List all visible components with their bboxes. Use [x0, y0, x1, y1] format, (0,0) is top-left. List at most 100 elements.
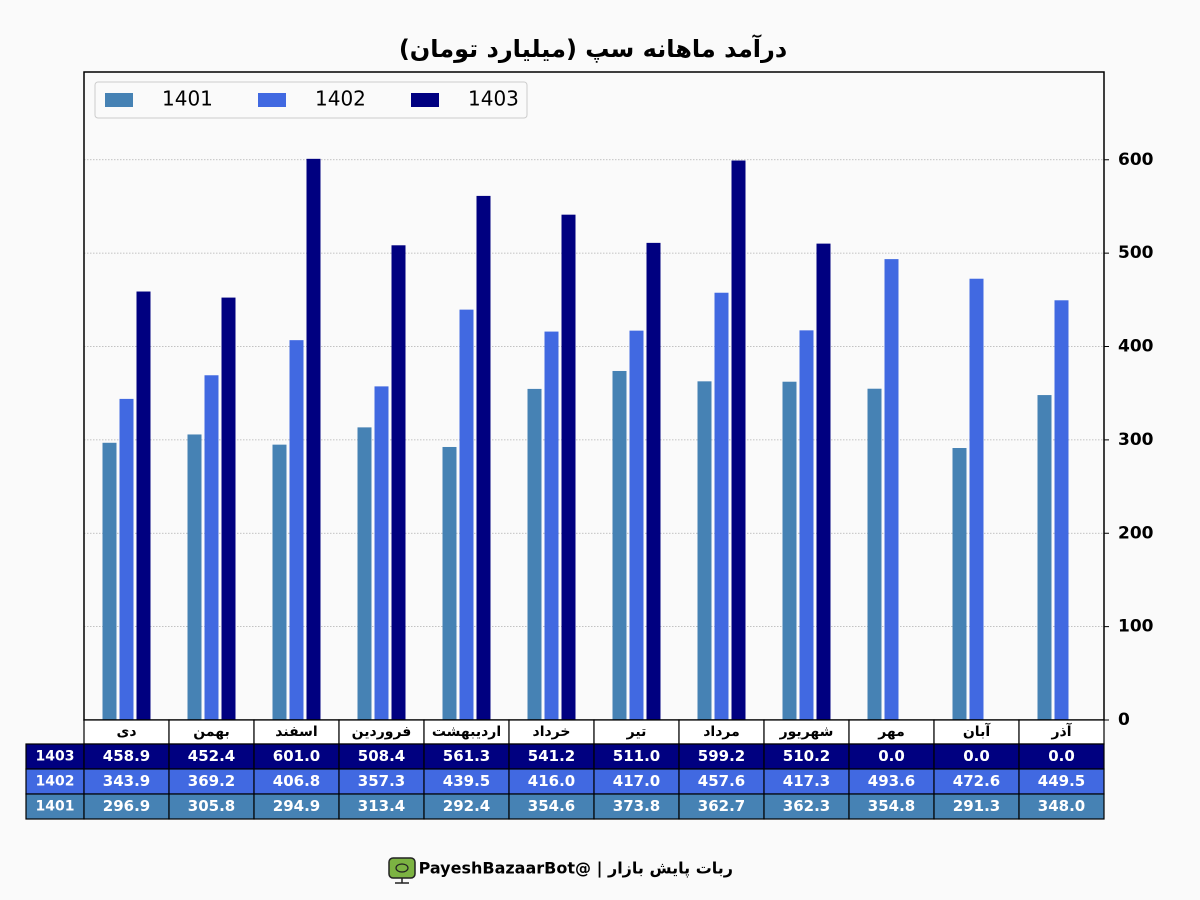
- table-cell: [933, 793, 1020, 820]
- table-cell: [338, 793, 425, 820]
- table-row-label-cell: [25, 768, 85, 795]
- table-value: 362.3: [783, 797, 830, 815]
- bar: [799, 330, 814, 720]
- table-value: 457.6: [698, 772, 745, 790]
- x-tick-label: شهریور: [779, 724, 834, 740]
- table-value: 511.0: [613, 747, 660, 765]
- table-cell: [83, 793, 170, 820]
- plot-area: [84, 72, 1104, 720]
- bar: [357, 427, 372, 720]
- table-value: 508.4: [358, 747, 405, 765]
- table-value: 493.6: [868, 772, 915, 790]
- bar: [714, 292, 729, 720]
- bar: [1037, 395, 1052, 720]
- bar: [561, 214, 576, 720]
- bar: [782, 381, 797, 720]
- legend-label: 1403: [468, 87, 519, 111]
- table-value: 510.2: [783, 747, 830, 765]
- y-tick-label: 600: [1118, 150, 1154, 170]
- x-tick-label: بهمن: [193, 724, 229, 740]
- table-cell: [678, 793, 765, 820]
- x-tick-label: اردیبهشت: [432, 724, 501, 740]
- bar: [204, 375, 219, 720]
- table-value: 305.8: [188, 797, 235, 815]
- x-tick-label: مرداد: [703, 724, 740, 740]
- bar: [459, 309, 474, 720]
- table-value: 343.9: [103, 772, 150, 790]
- table-value: 472.6: [953, 772, 1000, 790]
- x-tick-label: فروردین: [352, 724, 412, 740]
- table-value: 0.0: [1048, 747, 1075, 765]
- table-value: 417.3: [783, 772, 830, 790]
- table-cell: [423, 768, 510, 795]
- table-cell: [848, 743, 935, 770]
- table-row-label: 1402: [36, 774, 75, 790]
- table-cell: [168, 743, 255, 770]
- legend: [94, 81, 528, 119]
- table-value: 406.8: [273, 772, 320, 790]
- table-header-cell: [253, 719, 340, 745]
- bar: [867, 388, 882, 720]
- y-tick-label: 400: [1118, 337, 1154, 357]
- y-tick-label: 100: [1118, 617, 1154, 637]
- bar: [102, 442, 117, 720]
- bar: [646, 242, 661, 721]
- legend-label: 1402: [315, 87, 366, 111]
- bar: [612, 370, 627, 720]
- bar: [442, 446, 457, 720]
- table-value: 458.9: [103, 747, 150, 765]
- table-value: 296.9: [103, 797, 150, 815]
- table-header-cell: [83, 719, 170, 745]
- footer-icon: [388, 857, 416, 884]
- bar: [221, 297, 236, 720]
- bar: [952, 448, 967, 720]
- bar: [1054, 300, 1069, 720]
- table-value: 362.7: [698, 797, 745, 815]
- table-row-label: 1401: [36, 799, 75, 815]
- bar: [697, 381, 712, 720]
- table-value: 0.0: [963, 747, 990, 765]
- x-tick-label: آذر: [1050, 722, 1072, 740]
- table-value: 357.3: [358, 772, 405, 790]
- bar: [187, 434, 202, 720]
- table-cell: [678, 743, 765, 770]
- bar: [136, 291, 151, 720]
- table-cell: [168, 793, 255, 820]
- table-cell: [848, 768, 935, 795]
- x-tick-label: دی: [116, 724, 136, 740]
- bar: [272, 444, 287, 720]
- bar: [119, 398, 134, 720]
- table-cell: [508, 743, 595, 770]
- x-tick-label: تیر: [626, 724, 647, 740]
- y-tick-label: 500: [1118, 243, 1154, 263]
- table-value: 354.8: [868, 797, 915, 815]
- table-value: 313.4: [358, 797, 405, 815]
- table-cell: [508, 793, 595, 820]
- x-tick-label: خرداد: [533, 724, 571, 740]
- bar: [306, 158, 321, 720]
- footer: ربات پایش بازار | @PayeshBazaarBot: [419, 859, 733, 879]
- table-value: 292.4: [443, 797, 490, 815]
- bar: [391, 245, 406, 721]
- table-value: 369.2: [188, 772, 235, 790]
- legend-swatch: [411, 93, 439, 107]
- bar: [731, 160, 746, 721]
- table-value: 601.0: [273, 747, 320, 765]
- chart-title: درآمد ماهانه سپ (میلیارد تومان): [399, 34, 787, 63]
- bar: [629, 330, 644, 720]
- legend-swatch: [105, 93, 133, 107]
- table-value: 291.3: [953, 797, 1000, 815]
- table-value: 417.0: [613, 772, 660, 790]
- table-header-cell: [508, 719, 595, 745]
- table-value: 599.2: [698, 747, 745, 765]
- table-cell: [508, 768, 595, 795]
- table-value: 0.0: [878, 747, 905, 765]
- table-value: 373.8: [613, 797, 660, 815]
- table-cell: [1018, 743, 1105, 770]
- table-cell: [848, 793, 935, 820]
- table-value: 416.0: [528, 772, 575, 790]
- table-row-label: 1403: [36, 749, 75, 765]
- legend-label: 1401: [162, 87, 213, 111]
- table-value: 541.2: [528, 747, 575, 765]
